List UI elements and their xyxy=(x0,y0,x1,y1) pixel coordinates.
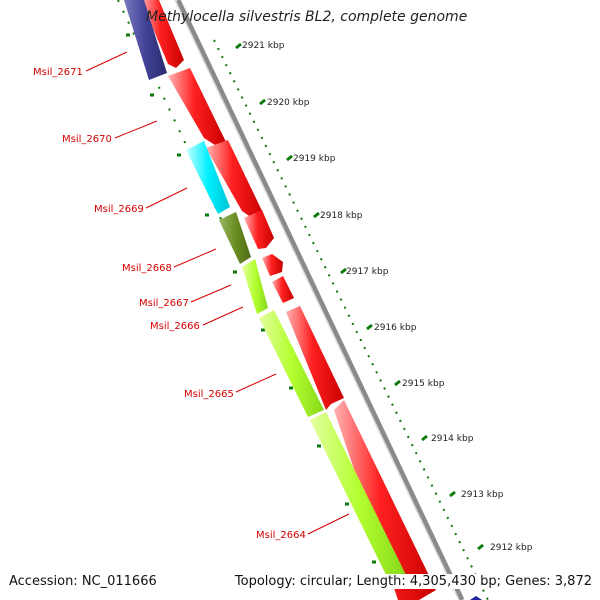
gene-feature-msil-2670[interactable] xyxy=(168,68,226,145)
accession-label: Accession: NC_011666 xyxy=(9,574,157,589)
gene-label[interactable]: Msil_2667 xyxy=(139,298,189,309)
scale-tick-label: 2920 kbp xyxy=(267,98,310,108)
scale-tick-label: 2912 kbp xyxy=(490,543,533,553)
scale-tick-label: 2918 kbp xyxy=(320,211,363,221)
gene-label-leaders xyxy=(85,51,350,535)
genome-backbone xyxy=(174,0,465,600)
scale-tick-label: 2914 kbp xyxy=(431,434,474,444)
gene-label[interactable]: Msil_2670 xyxy=(62,134,112,145)
scale-tick-label: 2921 kbp xyxy=(242,41,285,51)
forward-strand-genes xyxy=(141,0,436,600)
reverse-strand-genes xyxy=(124,0,406,583)
gene-feature-msil-2671-rev[interactable] xyxy=(124,0,167,80)
gene-label[interactable]: Msil_2671 xyxy=(33,67,83,78)
genome-title: Methylocella silvestris BL2, complete ge… xyxy=(146,9,468,25)
gene-label[interactable]: Msil_2664 xyxy=(256,530,306,541)
gene-feature-msil-2666-rev[interactable] xyxy=(242,259,268,314)
gene-label[interactable]: Msil_2668 xyxy=(122,263,172,274)
outer-dotted-track xyxy=(213,39,489,600)
gene-feature-msil-2669-rev[interactable] xyxy=(186,141,230,214)
gene-label[interactable]: Msil_2666 xyxy=(150,321,200,332)
gene-label[interactable]: Msil_2665 xyxy=(184,389,234,400)
gene-feature-msil-2664[interactable] xyxy=(334,400,436,600)
gene-feature-msil-2664-rev[interactable] xyxy=(310,412,406,583)
gene-feature-msil-2666[interactable] xyxy=(272,276,294,303)
scale-tick-label: 2919 kbp xyxy=(293,154,336,164)
gene-feature-msil-2667[interactable] xyxy=(262,254,283,276)
partial-gene-feature[interactable] xyxy=(470,596,482,600)
gene-feature-msil-2671[interactable] xyxy=(141,0,184,68)
gene-feature-msil-2665[interactable] xyxy=(286,306,344,410)
scale-tick-label: 2916 kbp xyxy=(374,323,417,333)
gene-labels: Msil_2671 Msil_2670 Msil_2669 Msil_2668 … xyxy=(33,67,306,541)
scale-tick-labels: 2921 kbp 2920 kbp 2919 kbp 2918 kbp 2917… xyxy=(242,41,533,553)
gene-feature-msil-2668-rev[interactable] xyxy=(219,212,251,264)
gene-feature-msil-2665-rev[interactable] xyxy=(259,310,324,417)
scale-tick-label: 2913 kbp xyxy=(461,490,504,500)
gene-label[interactable]: Msil_2669 xyxy=(94,204,144,215)
scale-tick-label: 2917 kbp xyxy=(346,267,389,277)
gene-feature-msil-2668[interactable] xyxy=(244,210,274,249)
scale-ticks xyxy=(235,42,484,551)
scale-tick-label: 2915 kbp xyxy=(402,379,445,389)
genome-summary: Topology: circular; Length: 4,305,430 bp… xyxy=(234,574,592,589)
gene-feature-msil-2669[interactable] xyxy=(206,140,264,218)
